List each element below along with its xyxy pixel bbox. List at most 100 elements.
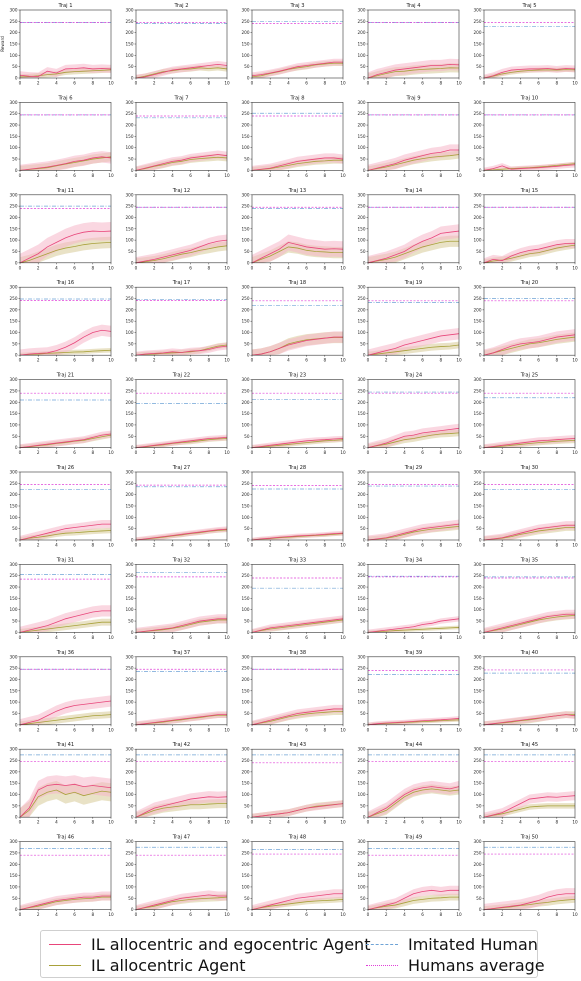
y-tick-label: 250 [358,666,366,671]
x-tick-label: 4 [287,173,290,178]
subplot-title: Traj 8 [289,95,304,101]
ego-mean-line [19,230,112,264]
y-tick-label: 250 [126,388,134,393]
y-tick-label: 300 [474,654,482,659]
x-tick-label: 0 [19,358,22,363]
ego-band [20,63,111,78]
subplot-title: Traj 11 [56,188,74,194]
x-tick-label: 6 [73,450,76,455]
y-tick-label: 100 [358,607,366,612]
y-tick-label: 50 [360,157,366,162]
x-tick-label: 10 [224,543,230,548]
x-tick-label: 6 [305,912,308,917]
y-tick-label: 300 [10,377,18,382]
subplot-title: Traj 6 [57,95,72,101]
y-tick-label: 150 [242,596,250,601]
y-tick-label: 300 [10,747,18,752]
x-tick-label: 10 [224,820,230,825]
x-tick-label: 10 [224,912,230,917]
y-tick-label: 150 [10,873,18,878]
subplot-title: Traj 4 [405,3,421,9]
subplot-title: Traj 29 [404,465,422,471]
x-tick-label: 10 [108,81,114,86]
y-tick-label: 50 [12,803,18,808]
y-tick-label: 150 [358,596,366,601]
allo-mean-line [251,711,343,726]
x-tick-label: 4 [55,820,58,825]
x-tick-label: 0 [251,450,254,455]
x-tick-label: 6 [73,820,76,825]
ego-band [484,329,575,356]
y-tick-label: 0 [479,445,482,450]
x-tick-label: 6 [189,450,192,455]
x-tick-label: 8 [555,543,558,548]
ego-mean-line [19,610,111,633]
y-tick-label: 300 [126,100,134,105]
y-tick-label: 150 [126,226,134,231]
ego-band [252,800,343,818]
y-tick-label: 150 [126,504,134,509]
y-tick-label: 250 [126,296,134,301]
x-tick-label: 8 [323,358,326,363]
x-tick-label: 10 [572,81,578,86]
y-tick-label: 300 [474,100,482,105]
x-tick-label: 4 [287,727,290,732]
allo-mean-line [367,432,460,448]
y-tick-label: 250 [10,758,18,763]
ego-band [136,234,227,263]
x-tick-label: 10 [108,265,114,270]
x-tick-label: 2 [501,358,504,363]
ego-band [368,144,459,171]
x-tick-label: 6 [537,173,540,178]
x-tick-label: 10 [224,727,230,732]
y-tick-label: 200 [242,400,250,405]
ego-mean-line [367,63,460,79]
y-tick-label: 100 [10,700,18,705]
allo-mean-line [483,805,575,818]
x-tick-label: 10 [224,173,230,178]
y-tick-label: 0 [15,260,18,265]
subplot-title: Traj 46 [56,835,74,841]
x-tick-label: 8 [323,727,326,732]
legend: IL allocentric and egocentric Agent IL a… [40,930,545,978]
y-tick-label: 300 [242,747,250,752]
y-tick-label: 0 [131,907,134,912]
y-tick-label: 0 [363,445,366,450]
x-tick-label: 6 [421,912,424,917]
x-tick-label: 4 [403,820,406,825]
y-tick-label: 150 [358,781,366,786]
x-tick-label: 8 [207,635,210,640]
subplot-title: Traj 5 [521,3,536,9]
ego-band [252,331,343,356]
x-tick-label: 2 [501,450,504,455]
y-tick-label: 300 [126,192,134,197]
y-tick-label: 100 [126,515,134,520]
y-tick-label: 50 [12,249,18,254]
x-tick-label: 4 [519,358,522,363]
y-tick-label: 200 [358,307,366,312]
x-tick-label: 4 [171,912,174,917]
y-tick-label: 50 [476,803,482,808]
subplot-title: Traj 47 [172,835,190,841]
ego-mean-line [135,894,227,910]
y-tick-label: 50 [360,341,366,346]
y-tick-label: 200 [242,215,250,220]
x-tick-label: 8 [439,450,442,455]
y-tick-label: 250 [242,573,250,578]
x-tick-label: 10 [456,727,462,732]
allo-mean-line [135,438,228,448]
x-tick-label: 0 [483,635,486,640]
y-tick-label: 250 [242,666,250,671]
subplot-title: Traj 9 [405,95,420,101]
x-tick-label: 10 [340,543,346,548]
y-tick-label: 50 [476,249,482,254]
y-tick-label: 100 [10,884,18,889]
y-tick-label: 0 [363,815,366,820]
y-tick-label: 0 [479,630,482,635]
y-tick-label: 100 [10,792,18,797]
x-tick-label: 4 [287,265,290,270]
